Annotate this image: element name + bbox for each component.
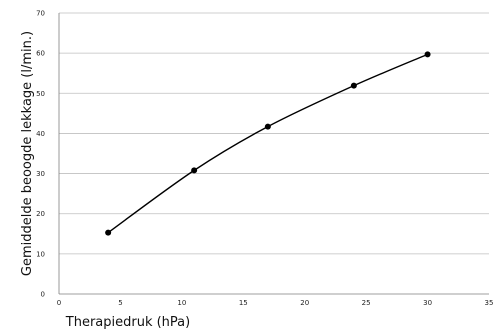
y-tick-label: 70 (36, 10, 45, 18)
x-tick-label: 30 (423, 299, 432, 307)
y-tick-label: 30 (36, 170, 45, 178)
y-tick-label: 20 (36, 210, 45, 218)
x-tick-label: 0 (57, 299, 61, 307)
x-tick-label: 5 (118, 299, 122, 307)
x-tick-label: 25 (362, 299, 371, 307)
x-axis-title: Therapiedruk (hPa) (65, 315, 190, 330)
y-tick-labels: 0 10 20 30 40 50 60 70 (36, 10, 45, 299)
data-point (424, 51, 431, 58)
gridlines (59, 12, 489, 255)
y-tick-label: 50 (36, 90, 45, 98)
data-point (105, 229, 112, 236)
y-axis-title: Gemiddelde beoogde lekkage (l/min.) (20, 31, 35, 276)
x-tick-label: 10 (177, 299, 186, 307)
x-tick-label: 20 (300, 299, 309, 307)
data-point (350, 82, 357, 89)
x-tick-label: 15 (239, 299, 248, 307)
x-tick-label: 35 (485, 299, 494, 307)
data-points (105, 51, 431, 236)
x-tick-labels: 0 5 10 15 20 25 30 35 (57, 299, 494, 307)
y-tick-label: 0 (41, 291, 45, 299)
series-line (107, 53, 428, 234)
data-point (264, 123, 271, 130)
y-tick-label: 40 (36, 130, 45, 138)
y-tick-label: 60 (36, 50, 45, 58)
y-tick-label: 10 (36, 250, 45, 258)
data-point (191, 167, 198, 174)
